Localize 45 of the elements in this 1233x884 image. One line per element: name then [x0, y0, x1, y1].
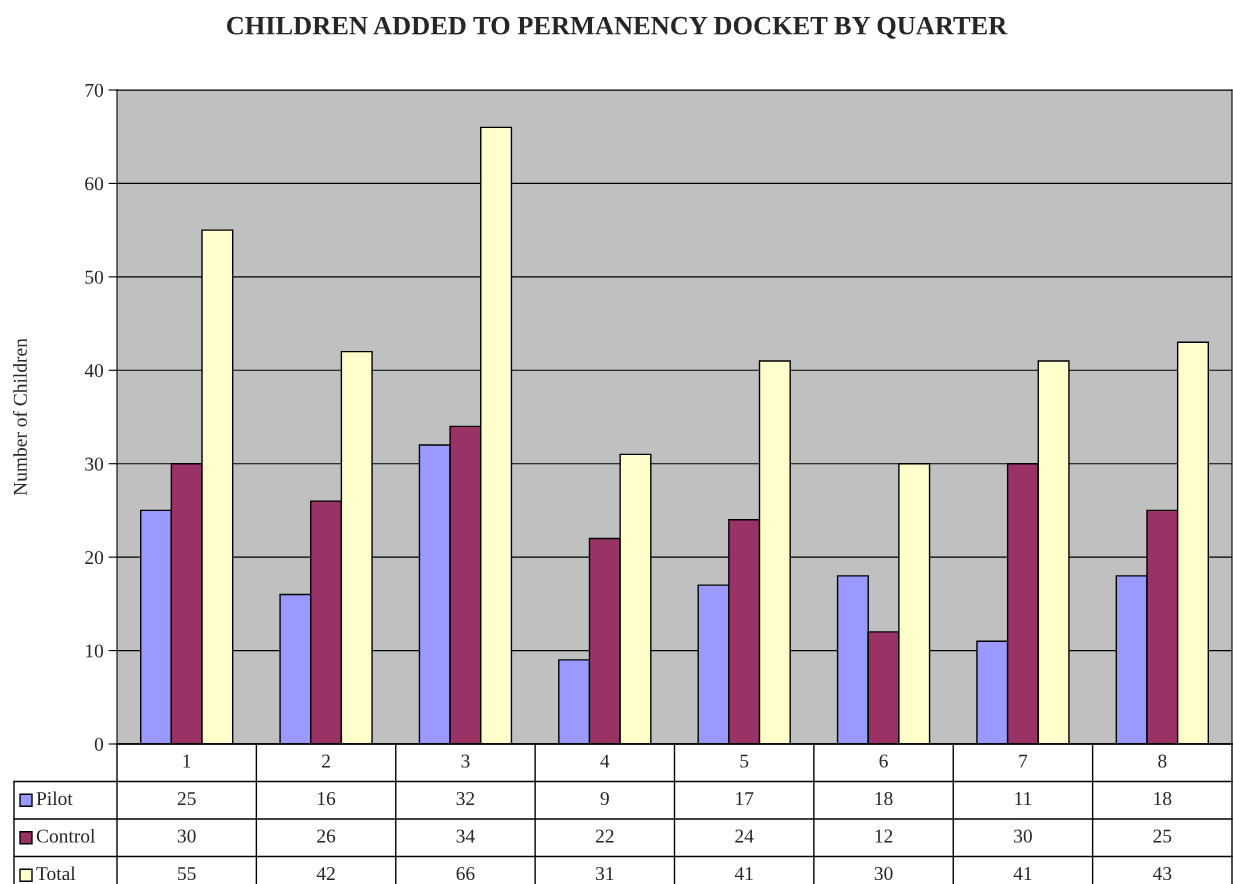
data-label: 42: [316, 867, 335, 880]
x-tick-label: 7: [1019, 754, 1028, 768]
y-tick-label: 0: [94, 737, 104, 751]
data-label: 43: [1152, 867, 1172, 881]
data-label: 25: [177, 792, 196, 806]
data-label: 9: [600, 792, 609, 806]
data-label: 31: [596, 867, 614, 881]
data-label: 41: [1013, 867, 1032, 880]
x-tick-label: 1: [183, 754, 191, 768]
data-label: 30: [177, 829, 196, 843]
x-tick-label: 5: [740, 754, 749, 768]
y-tick-label: 40: [84, 364, 104, 378]
data-label: 26: [317, 829, 336, 843]
legend-label: Control: [36, 828, 96, 843]
x-tick-label: 6: [879, 754, 888, 768]
y-tick-label: 50: [85, 270, 104, 284]
data-label: 18: [1154, 792, 1172, 806]
data-label: 25: [1153, 829, 1172, 843]
legend-label: Pilot: [36, 791, 73, 806]
y-tick-label: 20: [85, 550, 104, 565]
data-label: 11: [1015, 792, 1032, 805]
data-label: 32: [456, 792, 475, 806]
data-label: 22: [595, 829, 614, 843]
x-tick-label: 8: [1158, 754, 1167, 768]
data-label: 55: [178, 867, 196, 881]
legend-label: Total: [36, 866, 76, 881]
data-label: 17: [736, 792, 754, 805]
data-label: 12: [875, 829, 893, 843]
y-tick-label: 30: [85, 457, 104, 471]
data-label: 18: [875, 792, 893, 806]
data-label: 66: [456, 867, 475, 881]
y-tick-label: 10: [86, 644, 104, 658]
data-label: 16: [318, 792, 336, 806]
chart-title: CHILDREN ADDED TO PERMANENCY DOCKET BY QUARTER: [226, 16, 1008, 39]
y-tick-label: 70: [85, 83, 104, 97]
data-label: 41: [734, 867, 753, 880]
x-tick-label: 3: [461, 754, 470, 768]
x-tick-label: 4: [600, 754, 610, 768]
data-label: 24: [735, 829, 754, 843]
y-axis-title: Number of Children: [12, 338, 27, 496]
y-tick-label: 60: [85, 177, 104, 191]
data-label: 30: [874, 867, 893, 881]
data-label: 30: [1014, 829, 1032, 843]
data-label: 34: [456, 829, 475, 843]
x-tick-label: 2: [322, 754, 330, 768]
